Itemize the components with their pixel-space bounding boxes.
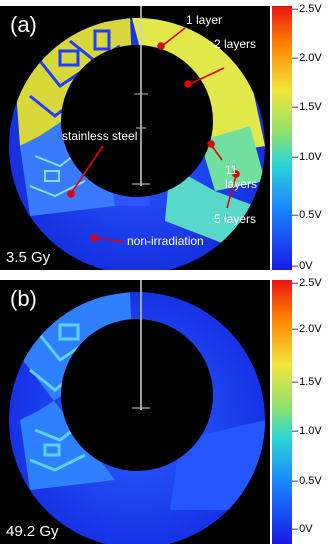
panel-a-image: (a) 1 layer 2 layers stainless steel 11 … bbox=[0, 6, 270, 270]
panel-b-label: (b) bbox=[10, 286, 37, 311]
annotation-2-layers: 2 layers bbox=[214, 37, 257, 51]
annotation-11-layers-word: layers bbox=[225, 177, 258, 191]
annotation-non-irradiation: non-irradiation bbox=[127, 234, 204, 248]
annotation-5-layers: 5 layers bbox=[214, 212, 257, 226]
panel-b-disk bbox=[9, 280, 265, 544]
panel-b-tick-1-0v: 1.0V bbox=[292, 425, 322, 437]
annotation-1-layer: 1 layer bbox=[186, 13, 223, 27]
panel-a-tick-2-5v: 2.5V bbox=[292, 3, 322, 15]
panel-b-tick-2-0v: 2.0V bbox=[292, 323, 322, 335]
panel-b-tick-0v: 0V bbox=[292, 523, 312, 535]
panel-b-tick-1-5v: 1.5V bbox=[292, 376, 322, 388]
panel-b-image: (b) 49.2 Gy bbox=[0, 280, 270, 544]
panel-a-disk bbox=[9, 6, 265, 270]
panel-a-label: (a) bbox=[10, 12, 37, 37]
panel-a-tick-1-5v: 1.5V bbox=[292, 101, 322, 113]
panel-a-colorbar bbox=[272, 6, 292, 270]
panel-a-tick-1-0v: 1.0V bbox=[292, 151, 322, 163]
panel-b-dose: 49.2 Gy bbox=[6, 523, 59, 540]
panel-b-tick-0-5v: 0.5V bbox=[292, 475, 322, 487]
annotation-stainless-steel: stainless steel bbox=[62, 129, 138, 143]
panel-a-tick-2-0v: 2.0V bbox=[292, 52, 322, 64]
panel-b-colorbar bbox=[272, 280, 292, 544]
panel-a-dose: 3.5 Gy bbox=[6, 249, 51, 266]
panel-b-tick-2-5v: 2.5V bbox=[292, 277, 322, 289]
panel-a-tick-0-5v: 0.5V bbox=[292, 209, 322, 221]
panel-a-tick-0v: 0V bbox=[292, 260, 312, 272]
annotation-11-layers-number: 11 bbox=[225, 163, 238, 177]
